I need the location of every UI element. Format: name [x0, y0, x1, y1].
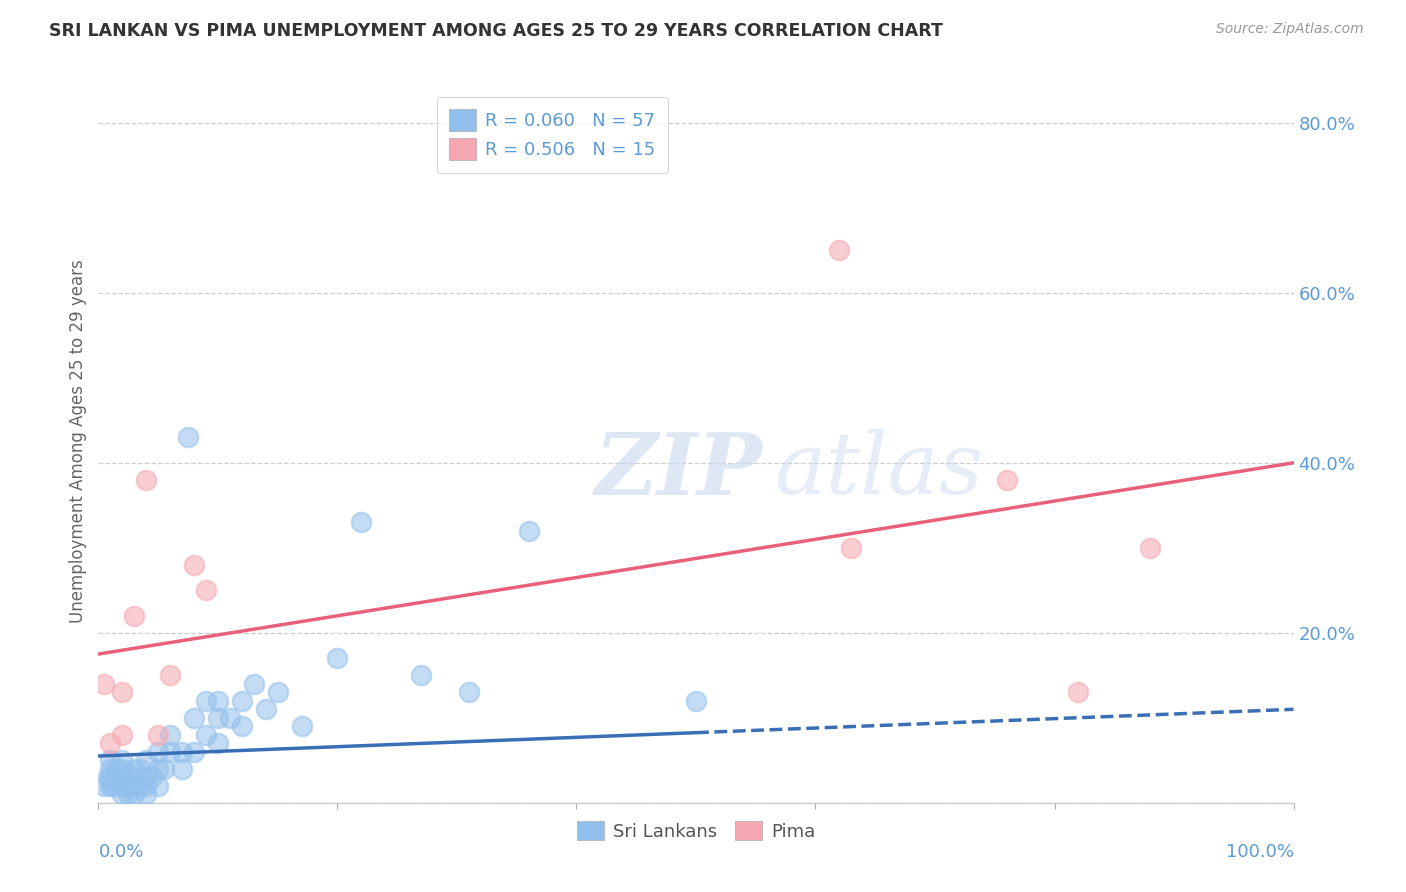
Point: [207, 711, 229, 725]
Point: [98, 736, 122, 750]
Point: [458, 685, 481, 699]
Point: [117, 787, 139, 801]
Point: [1067, 685, 1090, 699]
Point: [195, 728, 218, 742]
Point: [828, 244, 851, 258]
Text: ZIP: ZIP: [595, 429, 762, 512]
Point: [291, 719, 314, 733]
Point: [267, 685, 290, 699]
Point: [148, 728, 170, 742]
Point: [159, 728, 181, 742]
Point: [148, 762, 170, 776]
Point: [1139, 541, 1161, 555]
Point: [183, 711, 205, 725]
Point: [350, 516, 373, 530]
Point: [111, 787, 134, 801]
Point: [105, 762, 128, 776]
Point: [111, 685, 134, 699]
Point: [111, 779, 134, 793]
Point: [995, 473, 1018, 487]
Legend: Sri Lankans, Pima: Sri Lankans, Pima: [569, 814, 823, 848]
Text: SRI LANKAN VS PIMA UNEMPLOYMENT AMONG AGES 25 TO 29 YEARS CORRELATION CHART: SRI LANKAN VS PIMA UNEMPLOYMENT AMONG AG…: [49, 22, 943, 40]
Point: [172, 762, 194, 776]
Point: [101, 779, 124, 793]
Point: [124, 779, 146, 793]
Point: [97, 770, 120, 784]
Point: [135, 787, 157, 801]
Point: [105, 770, 128, 784]
Point: [98, 770, 122, 784]
Point: [841, 541, 863, 555]
Point: [177, 430, 200, 444]
Point: [219, 711, 242, 725]
Point: [135, 753, 157, 767]
Point: [111, 753, 134, 767]
Point: [685, 694, 707, 708]
Point: [135, 473, 157, 487]
Point: [117, 779, 139, 793]
Point: [195, 583, 218, 598]
Point: [98, 762, 122, 776]
Point: [207, 694, 229, 708]
Point: [129, 762, 152, 776]
Text: 100.0%: 100.0%: [1226, 843, 1294, 861]
Point: [411, 668, 433, 682]
Point: [148, 745, 170, 759]
Point: [517, 524, 540, 538]
Point: [231, 719, 253, 733]
Text: atlas: atlas: [773, 429, 983, 512]
Point: [124, 762, 146, 776]
Point: [159, 668, 181, 682]
Point: [141, 770, 163, 784]
Point: [124, 608, 146, 623]
Point: [111, 770, 134, 784]
Point: [93, 779, 115, 793]
Point: [195, 694, 218, 708]
Point: [231, 694, 253, 708]
Point: [124, 787, 146, 801]
Point: [98, 779, 122, 793]
Point: [129, 779, 152, 793]
Point: [98, 753, 122, 767]
Point: [254, 702, 277, 716]
Point: [207, 736, 229, 750]
Point: [326, 651, 349, 665]
Y-axis label: Unemployment Among Ages 25 to 29 years: Unemployment Among Ages 25 to 29 years: [69, 260, 87, 624]
Point: [148, 779, 170, 793]
Point: [117, 770, 139, 784]
Point: [153, 762, 176, 776]
Point: [159, 745, 181, 759]
Point: [111, 728, 134, 742]
Point: [172, 745, 194, 759]
Point: [183, 745, 205, 759]
Point: [93, 677, 115, 691]
Text: Source: ZipAtlas.com: Source: ZipAtlas.com: [1216, 22, 1364, 37]
Point: [124, 770, 146, 784]
Point: [135, 779, 157, 793]
Text: 0.0%: 0.0%: [98, 843, 143, 861]
Point: [135, 770, 157, 784]
Point: [111, 762, 134, 776]
Point: [183, 558, 205, 572]
Point: [243, 677, 266, 691]
